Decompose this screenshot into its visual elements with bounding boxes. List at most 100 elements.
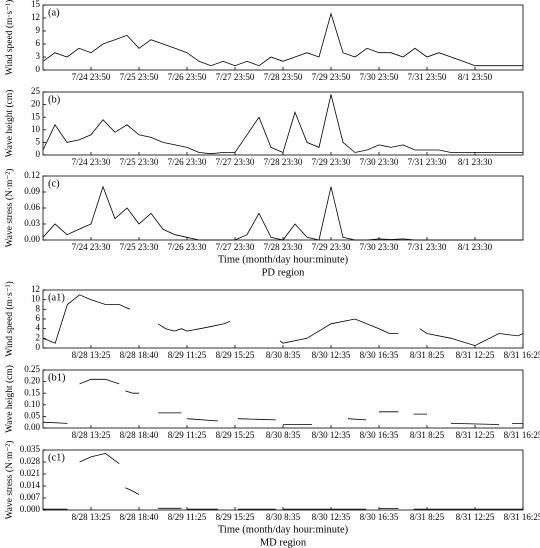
y-tick-label: 12 bbox=[31, 12, 40, 22]
x-tick-label: 8/29 11:25 bbox=[168, 512, 207, 522]
x-tick-label: 8/30 16:35 bbox=[360, 512, 399, 522]
panel-label: (c1) bbox=[48, 452, 65, 463]
x-tick-label: 7/30 23:30 bbox=[360, 157, 399, 167]
data-line bbox=[43, 452, 523, 510]
x-tick-label: 7/25 23:50 bbox=[120, 72, 159, 82]
x-tick-label: 7/30 23:30 bbox=[360, 242, 399, 252]
x-tick-label: 7/31 23:30 bbox=[408, 242, 447, 252]
x-tick-label: 7/26 23:30 bbox=[168, 157, 207, 167]
x-tick-label: 8/29 15:25 bbox=[216, 512, 255, 522]
x-tick-label: 8/30 12:35 bbox=[312, 350, 351, 360]
y-tick-label: 0.00 bbox=[24, 234, 40, 244]
x-tick-label: 7/28 23:50 bbox=[264, 72, 303, 82]
x-tick-label: 8/28 18:40 bbox=[120, 350, 159, 360]
y-tick-label: 3 bbox=[36, 51, 41, 61]
x-tick-label: 7/27 23:30 bbox=[216, 242, 255, 252]
x-tick-label: 7/24 23:50 bbox=[72, 72, 111, 82]
panel-label: (a1) bbox=[48, 292, 65, 303]
x-tick-label: 7/30 23:50 bbox=[360, 72, 399, 82]
plot-frame bbox=[42, 175, 524, 241]
y-tick-label: 0.000 bbox=[20, 504, 41, 514]
y-tick-label: 8 bbox=[36, 303, 41, 313]
y-tick-label: 0.09 bbox=[24, 186, 40, 196]
x-tick-label: 8/29 11:25 bbox=[168, 350, 207, 360]
x-tick-label: 8/31 12:25 bbox=[456, 430, 495, 440]
x-axis-label: Time (month/day hour:minute) bbox=[218, 254, 349, 265]
y-tick-label: 0.05 bbox=[24, 410, 40, 420]
x-tick-label: 8/29 15:25 bbox=[216, 350, 255, 360]
x-tick-label: 7/27 23:50 bbox=[216, 72, 255, 82]
y-tick-label: 0 bbox=[36, 149, 41, 159]
y-tick-label: 20 bbox=[31, 99, 41, 109]
x-tick-label: 7/31 23:50 bbox=[408, 72, 447, 82]
region-caption: PD region bbox=[262, 267, 306, 278]
x-tick-label: 7/26 23:30 bbox=[168, 242, 207, 252]
x-tick-label: 8/28 13:25 bbox=[72, 350, 111, 360]
y-tick-label: 0.15 bbox=[24, 387, 40, 397]
y-tick-label: 0.00 bbox=[24, 422, 40, 432]
y-tick-label: 15 bbox=[31, 111, 41, 121]
x-tick-label: 7/26 23:50 bbox=[168, 72, 207, 82]
panel-label: (b1) bbox=[48, 372, 66, 383]
plot-frame bbox=[42, 449, 524, 511]
x-tick-label: 8/31 12:25 bbox=[456, 512, 495, 522]
panel-label: (a) bbox=[48, 7, 60, 18]
x-tick-label: 7/25 23:30 bbox=[120, 242, 159, 252]
x-tick-label: 8/28 13:25 bbox=[72, 430, 111, 440]
x-tick-label: 8/28 18:40 bbox=[120, 430, 159, 440]
x-tick-label: 7/28 23:30 bbox=[264, 157, 303, 167]
y-tick-label: 0.007 bbox=[20, 492, 41, 502]
y-tick-label: 0.12 bbox=[24, 170, 40, 180]
y-tick-label: 12 bbox=[31, 284, 40, 294]
x-tick-label: 8/29 15:25 bbox=[216, 430, 255, 440]
plot-frame bbox=[42, 369, 524, 429]
y-tick-label: 2 bbox=[36, 332, 41, 342]
y-tick-label: 0 bbox=[36, 64, 41, 74]
y-tick-label: 0.014 bbox=[20, 480, 41, 490]
y-axis-label: Wave stress (N·m⁻²) bbox=[4, 169, 15, 248]
y-tick-label: 0.021 bbox=[20, 468, 40, 478]
x-tick-label: 8/29 11:25 bbox=[168, 430, 207, 440]
y-tick-label: 6 bbox=[36, 38, 41, 48]
y-axis-label: Wave height (cm) bbox=[4, 90, 15, 158]
x-tick-label: 7/25 23:30 bbox=[120, 157, 159, 167]
region-caption: MD region bbox=[260, 537, 307, 548]
x-tick-label: 7/28 23:30 bbox=[264, 242, 303, 252]
data-line bbox=[42, 94, 523, 155]
x-tick-label: 8/28 13:25 bbox=[72, 512, 111, 522]
x-tick-label: 8/30 12:35 bbox=[312, 512, 351, 522]
x-axis-label: Time (month/day hour:minute) bbox=[218, 524, 349, 535]
y-tick-label: 0.035 bbox=[20, 444, 41, 454]
x-tick-label: 8/31 16:25 bbox=[504, 350, 540, 360]
x-tick-label: 8/30 8:35 bbox=[266, 350, 301, 360]
x-tick-label: 8/28 18:40 bbox=[120, 512, 159, 522]
y-tick-label: 10 bbox=[31, 294, 41, 304]
x-tick-label: 7/29 23:30 bbox=[312, 242, 351, 252]
x-tick-label: 8/30 16:35 bbox=[360, 350, 399, 360]
x-tick-label: 8/1 23:30 bbox=[458, 242, 493, 252]
y-tick-label: 0 bbox=[36, 342, 41, 352]
y-axis-label: Wave height (cm) bbox=[4, 365, 15, 433]
y-tick-label: 25 bbox=[31, 86, 41, 96]
y-tick-label: 0.10 bbox=[24, 399, 40, 409]
y-tick-label: 0.25 bbox=[24, 364, 40, 374]
y-tick-label: 0.20 bbox=[24, 376, 40, 386]
x-tick-label: 7/27 23:30 bbox=[216, 157, 255, 167]
x-tick-label: 8/31 8:25 bbox=[410, 430, 445, 440]
x-tick-label: 8/30 8:35 bbox=[266, 512, 301, 522]
y-tick-label: 0.03 bbox=[24, 218, 40, 228]
data-line bbox=[42, 378, 523, 425]
panel-label: (b) bbox=[48, 94, 61, 105]
x-tick-label: 8/30 12:35 bbox=[312, 430, 351, 440]
x-tick-label: 7/29 23:30 bbox=[312, 157, 351, 167]
data-line bbox=[42, 185, 523, 241]
x-tick-label: 8/1 23:50 bbox=[458, 72, 493, 82]
y-tick-label: 4 bbox=[36, 323, 41, 333]
y-tick-label: 0.028 bbox=[20, 456, 41, 466]
y-axis-label: Wave stress (N·m⁻²) bbox=[4, 441, 15, 520]
plot-frame bbox=[42, 289, 524, 349]
plot-frame bbox=[42, 91, 524, 156]
x-tick-label: 8/31 16:25 bbox=[504, 430, 540, 440]
x-tick-label: 8/1 23:30 bbox=[458, 157, 493, 167]
